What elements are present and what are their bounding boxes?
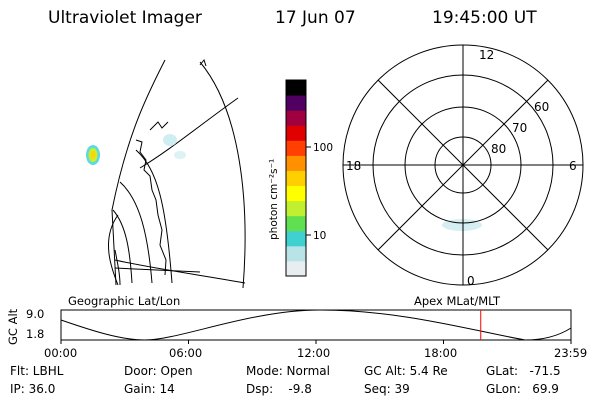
lon-line — [135, 149, 173, 284]
coastline — [135, 139, 167, 276]
timeline-tick-label: 23:59 — [554, 346, 588, 360]
coastline — [199, 58, 207, 67]
polar-plot — [342, 44, 584, 286]
lat-line — [114, 267, 201, 273]
colorbar-cell — [286, 230, 306, 247]
aurora-faint — [163, 134, 177, 146]
right-panel-caption: Apex MLat/MLT — [414, 294, 501, 308]
colorbar-cell — [286, 245, 306, 262]
aurora-faint — [174, 151, 186, 159]
lat-line — [139, 97, 239, 169]
colorbar-cell — [286, 140, 306, 156]
timeline-tick-label: 12:00 — [297, 346, 331, 360]
colorbar-cell — [286, 110, 306, 126]
colorbar-cell — [286, 185, 306, 202]
instrument-title: Ultraviolet Imager — [48, 8, 202, 28]
colorbar-cell — [286, 125, 306, 141]
left-panel-caption: Geographic Lat/Lon — [68, 294, 181, 308]
filter-readout: Flt: LBHL — [10, 364, 64, 378]
time-label: 19:45:00 UT — [432, 8, 537, 28]
colorbar-tick-label: 100 — [313, 142, 333, 154]
geographic-map — [86, 58, 246, 289]
lon-line — [111, 59, 166, 286]
mlt-label-0: 0 — [467, 274, 475, 288]
lon-line — [199, 61, 246, 289]
colorbar-cell — [286, 200, 306, 217]
mlat-label-70: 70 — [512, 121, 527, 135]
colorbar-cell — [286, 155, 306, 171]
lon-line — [119, 181, 153, 284]
timeline-frame — [60, 309, 572, 341]
colorbar-cell — [286, 80, 306, 96]
timeline-ymax: 9.0 — [26, 307, 45, 321]
mlat-label-60: 60 — [534, 100, 549, 114]
colorbar: 100 10 photon cm⁻²s⁻¹ — [268, 79, 333, 277]
colorbar-cell — [286, 215, 306, 232]
lon-line — [114, 249, 121, 286]
aurora-blob — [90, 151, 96, 159]
lon-line — [112, 209, 133, 284]
colorbar-cell — [286, 260, 306, 277]
glat-readout: GLat: -71.5 — [486, 364, 561, 378]
date-label: 17 Jun 07 — [275, 8, 356, 28]
colorbar-frame — [285, 79, 307, 277]
altitude-curve — [60, 309, 572, 341]
door-readout: Door: Open — [124, 364, 193, 378]
colorbar-cell — [286, 95, 306, 111]
gc-alt-readout: GC Alt: 5.4 Re — [364, 364, 448, 378]
gain-readout: Gain: 14 — [124, 382, 175, 396]
timeline-ylabel: GC Alt — [6, 308, 20, 345]
timeline-ymin: 1.8 — [26, 327, 45, 341]
dsp-readout: Dsp: -9.8 — [246, 382, 312, 396]
timeline-tick-label: 00:00 — [44, 346, 78, 360]
colorbar-label: photon cm⁻²s⁻¹ — [268, 159, 280, 240]
coastline — [149, 121, 169, 131]
ip-readout: IP: 36.0 — [10, 382, 56, 396]
seq-readout: Seq: 39 — [364, 382, 410, 396]
lat-line — [114, 259, 246, 284]
mlt-label-6: 6 — [569, 159, 577, 173]
mode-readout: Mode: Normal — [246, 364, 330, 378]
mlat-label-80: 80 — [491, 142, 506, 156]
mlt-line — [377, 79, 549, 251]
altitude-timeline — [60, 309, 572, 344]
timeline-tick-label: 18:00 — [424, 346, 458, 360]
timeline-tick-label: 06:00 — [169, 346, 203, 360]
colorbar-tick-label: 10 — [313, 230, 326, 242]
colorbar-cell — [286, 170, 306, 187]
glon-readout: GLon: 69.9 — [486, 382, 559, 396]
lat-line — [108, 214, 119, 286]
mlt-label-12: 12 — [479, 48, 494, 62]
mlt-label-18: 18 — [346, 159, 361, 173]
